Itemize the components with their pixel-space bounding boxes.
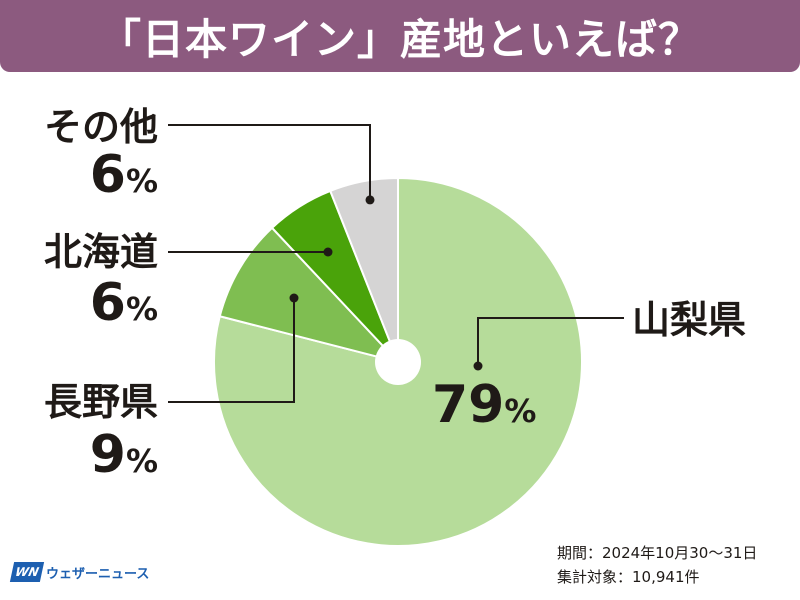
center-hole [375,339,421,385]
label-yamanashi-name: 山梨県 [632,298,746,342]
leader-other-dot [366,195,375,204]
leader-yamanashi-dot [474,362,483,371]
label-hokkaido-value: 6% [90,273,158,333]
survey-count: 集計対象：10,941件 [557,566,700,587]
label-other-name: その他 [44,105,158,149]
brand-name: ウェザーニュース [46,563,149,582]
weathernews-logo-mark: WN [10,562,44,582]
label-nagano-name: 長野県 [44,380,158,424]
leader-nagano-dot [290,294,299,303]
survey-period: 期間：2024年10月30〜31日 [557,542,757,563]
label-hokkaido-name: 北海道 [44,230,158,274]
label-other-value: 6% [90,145,158,205]
label-nagano-value: 9% [90,425,158,485]
brand-logo: WN ウェザーニュース [12,562,149,582]
leader-hokkaido-dot [324,248,333,257]
